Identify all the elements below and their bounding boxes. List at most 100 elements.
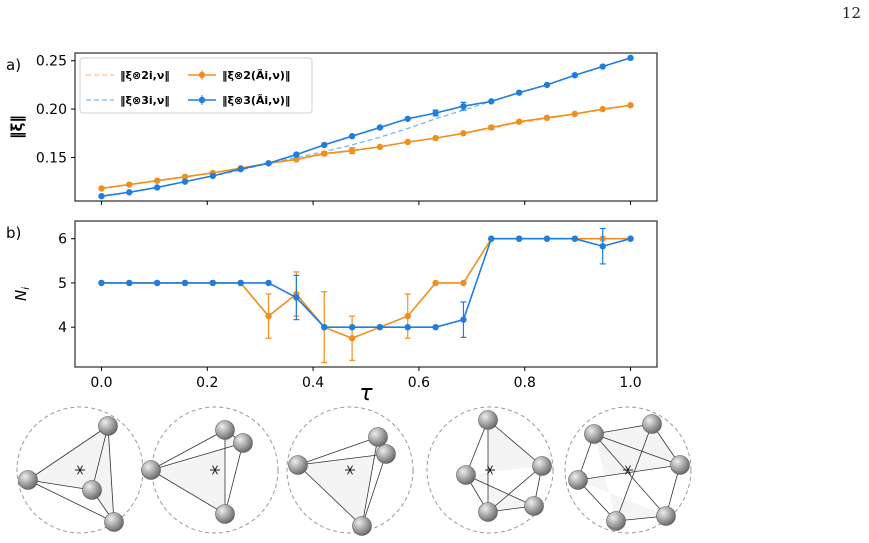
data-point — [321, 141, 328, 149]
data-point — [126, 279, 133, 287]
data-point — [321, 150, 328, 157]
data-point — [293, 151, 300, 158]
x-axis-label: τ — [359, 381, 373, 406]
data-point — [153, 184, 161, 191]
center-marker — [75, 465, 85, 475]
cluster-edge — [615, 423, 653, 522]
cluster-5 — [426, 406, 554, 534]
cluster-boundary — [564, 406, 692, 534]
data-point — [404, 312, 411, 320]
data-point — [153, 177, 161, 184]
sphere — [524, 496, 544, 516]
y-tick-label: 6 — [58, 232, 67, 248]
legend-label: ‖ξ⊗2(Ãi,ν)‖ — [222, 69, 290, 82]
y-axis-label: Ni — [12, 287, 32, 301]
x-tick-label: 0.6 — [408, 375, 430, 391]
data-point — [599, 63, 606, 70]
cluster-edge — [593, 423, 653, 435]
y-tick-label: 4 — [58, 320, 67, 336]
cluster-edge — [297, 436, 379, 466]
data-point — [515, 89, 523, 96]
y-tick-label: 0.20 — [36, 102, 67, 118]
data-point — [265, 279, 272, 287]
data-point — [460, 130, 467, 137]
data-point — [181, 279, 189, 287]
sphere — [82, 480, 102, 500]
cluster-edge — [150, 429, 226, 471]
page-number: 12 — [841, 4, 861, 22]
y-axis-label: ‖ξ‖ — [8, 115, 27, 139]
data-point — [237, 165, 244, 173]
sphere — [18, 470, 38, 490]
cluster-face — [466, 420, 542, 512]
legend-label: ‖ξ⊗2i,ν‖ — [120, 69, 170, 82]
y-tick-label: 0.25 — [36, 54, 67, 70]
data-point — [153, 279, 161, 287]
sphere — [584, 424, 604, 444]
x-tick-label: 0.0 — [90, 375, 112, 391]
data-point — [460, 279, 467, 287]
legend-label: ‖ξ⊗3(Ãi,ν)‖ — [222, 94, 290, 107]
x-tick-label: 1.0 — [619, 375, 641, 391]
cluster-face — [28, 426, 114, 522]
y-axis-label-sub: i — [21, 287, 32, 290]
sphere — [215, 504, 235, 524]
legend-label: ‖ξ⊗3i,ν‖ — [120, 94, 170, 107]
center-marker — [623, 465, 633, 475]
data-point — [181, 173, 189, 181]
data-point — [627, 54, 634, 62]
series-orange — [98, 102, 634, 192]
data-point — [209, 172, 217, 180]
data-point — [348, 132, 356, 140]
data-point — [404, 115, 411, 122]
series-line — [101, 57, 631, 197]
data-point — [209, 279, 217, 287]
data-point — [488, 235, 495, 242]
sphere — [368, 427, 388, 447]
data-point — [126, 189, 133, 196]
panel-label: b) — [6, 224, 21, 242]
center-marker-stroke — [77, 465, 83, 475]
cluster-edge — [593, 433, 667, 517]
data-point — [488, 124, 495, 131]
sphere — [288, 455, 308, 475]
sphere — [606, 511, 626, 531]
sphere — [656, 506, 676, 526]
cluster-boundary — [426, 406, 554, 534]
data-point — [543, 235, 551, 242]
data-point — [543, 114, 551, 122]
data-point — [321, 323, 328, 331]
data-point — [126, 181, 133, 188]
data-point — [627, 235, 634, 242]
sphere — [233, 433, 253, 453]
center-marker-stroke — [212, 465, 218, 475]
cluster-edge — [487, 465, 543, 513]
cluster-edge — [593, 433, 681, 466]
cluster-edge — [150, 442, 244, 471]
cluster-face — [151, 430, 243, 514]
data-point — [432, 279, 439, 287]
data-point — [571, 110, 579, 118]
cluster-edge — [91, 425, 109, 491]
center-marker-stroke — [625, 465, 631, 475]
data-point — [348, 147, 356, 154]
series-blue — [98, 54, 634, 200]
data-point — [293, 156, 300, 163]
panel-label: a) — [6, 56, 21, 74]
sphere — [104, 512, 124, 532]
data-point — [404, 138, 411, 146]
cluster-edge — [27, 425, 109, 481]
data-point — [265, 312, 272, 320]
legend-swatch-marker — [198, 96, 206, 104]
center-marker-stroke — [487, 465, 493, 475]
data-point — [571, 235, 579, 242]
data-point — [376, 124, 384, 131]
series-line — [101, 237, 631, 328]
data-point — [543, 81, 551, 89]
sphere — [98, 416, 118, 436]
data-point — [432, 134, 439, 142]
sphere — [352, 516, 372, 536]
data-point — [376, 143, 384, 151]
x-tick-label: 0.8 — [514, 375, 536, 391]
